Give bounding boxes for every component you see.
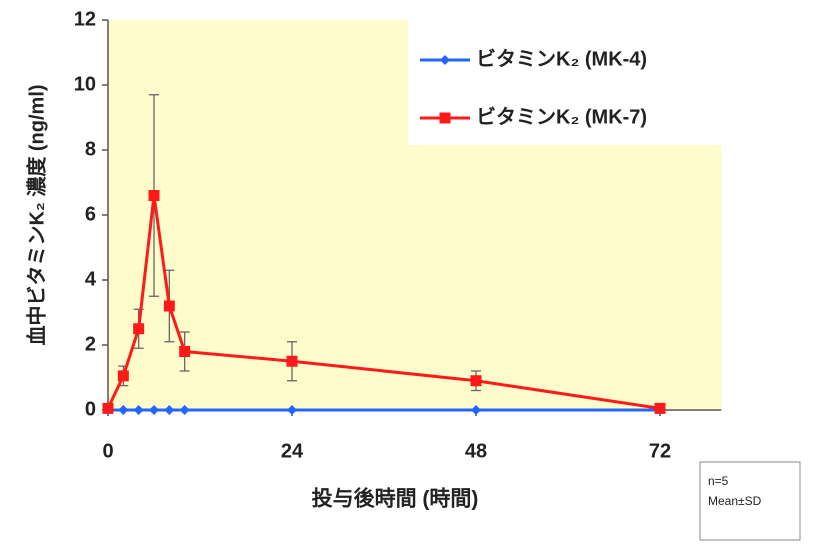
x-tick-label: 48 [465,440,487,462]
y-tick-label: 0 [85,398,96,420]
legend-label: ビタミンK₂ (MK-4) [476,47,647,70]
x-tick-label: 24 [281,440,304,462]
legend-marker [440,55,450,65]
data-point [654,402,666,414]
data-point [118,405,129,415]
data-point [117,370,129,382]
y-tick-label: 10 [74,73,96,95]
note: Mean±SD [708,494,762,508]
legend-marker [439,112,451,124]
y-tick-label: 12 [74,8,96,30]
data-point [286,355,298,367]
legend-label: ビタミンK₂ (MK-7) [476,105,647,128]
x-tick-label: 72 [649,440,671,462]
x-tick-label: 0 [102,440,113,462]
note-box [699,461,801,541]
data-point [148,190,160,201]
data-point [133,405,144,415]
x-axis-label: 投与後時間 (時間) [312,487,479,511]
legend-box [408,20,722,145]
data-point [287,405,297,415]
data-point [133,323,145,335]
y-tick-label: 4 [85,268,97,290]
y-tick-label: 2 [85,333,96,355]
data-point [102,402,114,414]
y-axis-label: 血中ビタミンK₂ 濃度 (ng/ml) [24,84,48,345]
data-point [471,405,481,415]
y-tick-label: 6 [85,203,96,225]
data-point [163,300,175,312]
note: n=5 [708,474,729,488]
data-point [179,346,191,357]
y-tick-label: 8 [85,138,96,160]
data-point [179,405,190,415]
data-point [149,405,159,415]
data-point [470,375,482,387]
data-point [164,405,175,415]
